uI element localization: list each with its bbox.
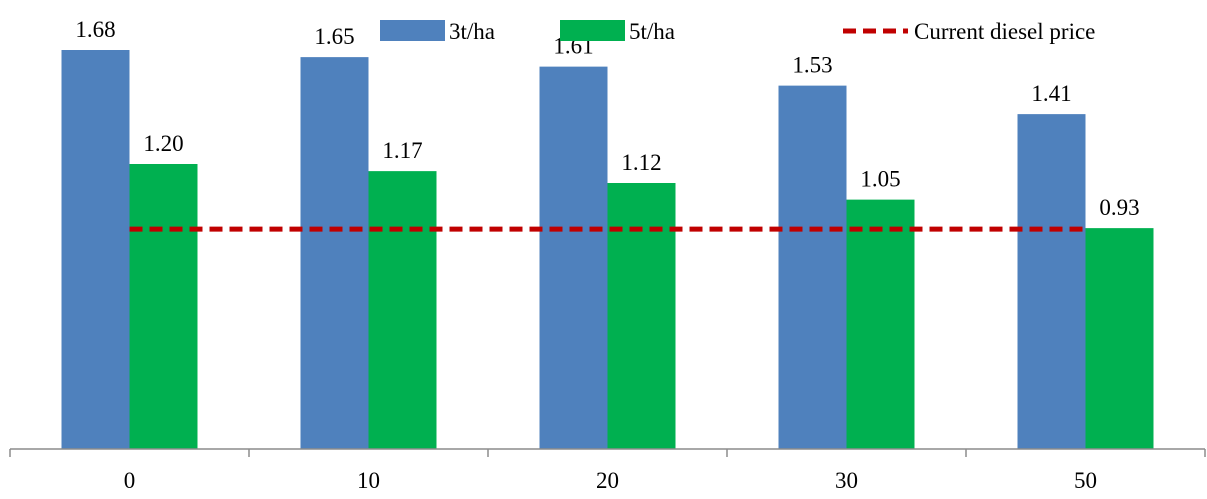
bar-3t-ha-0: [61, 50, 130, 449]
legend-label-3t-ha: 3t/ha: [449, 19, 495, 44]
x-tick-label-30: 30: [835, 468, 858, 493]
bars-layer: [61, 50, 1154, 449]
bar-5t-ha-0: [129, 164, 198, 449]
x-axis-ticks: 0 10 20 30 50: [9, 449, 1206, 493]
x-tick-label-20: 20: [596, 468, 619, 493]
data-label-3t-ha-30: 1.53: [792, 53, 832, 78]
data-label-3t-ha-10: 1.65: [314, 24, 354, 49]
bar-3t-ha-20: [539, 66, 608, 449]
data-label-3t-ha-0: 1.68: [75, 17, 115, 42]
legend-label-5t-ha: 5t/ha: [629, 19, 675, 44]
x-tick-label-50: 50: [1074, 468, 1097, 493]
legend-swatch-3t-ha: [380, 20, 445, 41]
data-label-5t-ha-0: 1.20: [143, 131, 183, 156]
legend-swatch-5t-ha: [560, 20, 625, 41]
legend-label-diesel-price: Current diesel price: [914, 19, 1095, 44]
data-label-3t-ha-50: 1.41: [1031, 81, 1071, 106]
bar-5t-ha-30: [846, 199, 915, 449]
bar-5t-ha-20: [607, 183, 676, 449]
x-tick-label-10: 10: [357, 468, 380, 493]
value-labels-layer: 1.681.201.651.171.611.121.531.051.410.93: [75, 17, 1139, 220]
bar-5t-ha-50: [1085, 228, 1154, 449]
data-label-5t-ha-30: 1.05: [860, 167, 900, 192]
data-label-5t-ha-20: 1.12: [621, 150, 661, 175]
bar-5t-ha-10: [368, 171, 437, 449]
bar-3t-ha-30: [778, 85, 847, 449]
x-tick-label-0: 0: [124, 468, 136, 493]
data-label-5t-ha-10: 1.17: [382, 138, 422, 163]
data-label-5t-ha-50: 0.93: [1099, 195, 1139, 220]
legend: 3t/ha 5t/ha Current diesel price: [380, 19, 1095, 44]
bar-3t-ha-50: [1017, 114, 1086, 449]
bar-3t-ha-10: [300, 57, 369, 449]
